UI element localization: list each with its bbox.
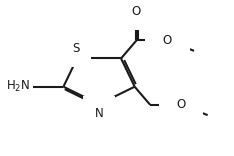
Text: S: S [72,42,80,55]
Text: N: N [95,107,103,120]
Text: O: O [163,34,172,47]
Text: O: O [132,5,141,18]
Text: H$_2$N: H$_2$N [6,79,30,94]
Text: O: O [176,98,186,111]
